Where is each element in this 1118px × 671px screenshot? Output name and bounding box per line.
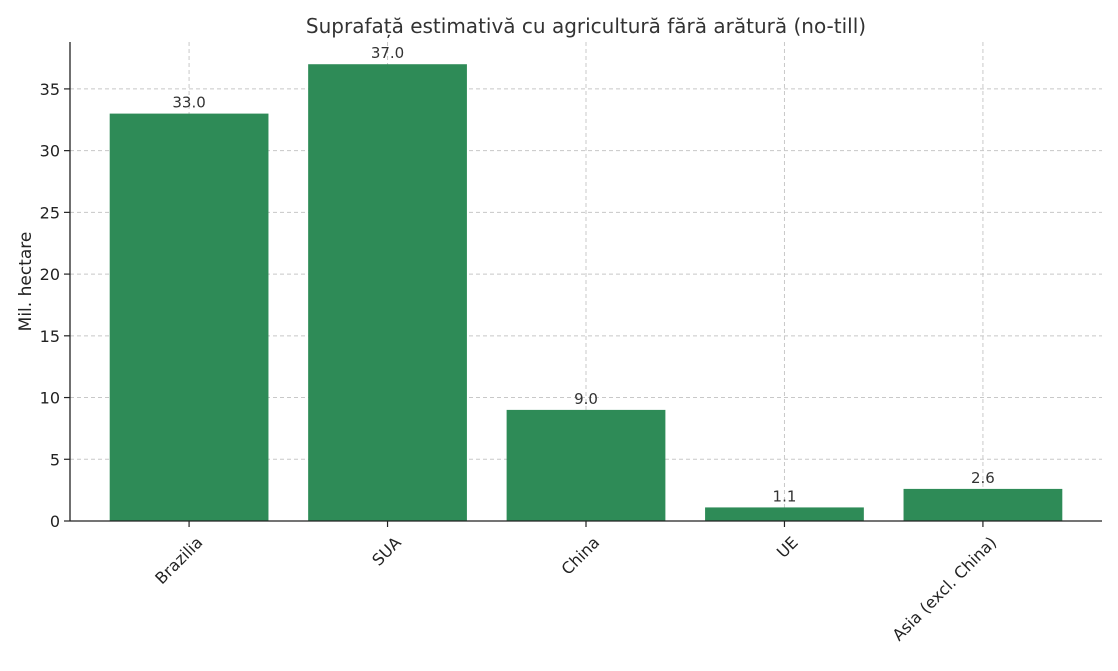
bar — [506, 409, 666, 521]
bar — [308, 64, 467, 521]
bar — [705, 507, 864, 521]
x-tick-label: Brazilia — [151, 533, 206, 588]
y-tick-label: 20 — [40, 265, 60, 284]
x-tick-label: Asia (excl. China) — [889, 533, 1001, 645]
bars — [109, 64, 1063, 522]
bar-value-label: 1.1 — [773, 487, 797, 505]
bar-value-labels: 33.0 37.0 9.0 1.1 2.6 — [172, 44, 994, 505]
y-tick-label: 10 — [40, 389, 60, 408]
y-tick-label: 35 — [40, 80, 60, 99]
x-tick-label: SUA — [368, 533, 405, 570]
bar-value-label: 2.6 — [971, 469, 995, 487]
y-tick-label: 30 — [40, 142, 60, 161]
y-tick-label: 5 — [50, 450, 60, 469]
y-tick-label: 25 — [40, 203, 60, 222]
bar — [903, 488, 1063, 521]
chart-title: Suprafață estimativă cu agricultură fără… — [306, 14, 866, 38]
y-tick-label: 15 — [40, 327, 60, 346]
x-ticks: Brazilia SUA China UE Asia (excl. China) — [151, 521, 1000, 645]
y-axis-label: Mil. hectare — [16, 232, 36, 332]
bar-value-label: 9.0 — [574, 390, 598, 408]
bar — [109, 113, 269, 522]
x-tick-label: UE — [773, 533, 802, 562]
y-tick-label: 0 — [50, 512, 60, 531]
y-ticks: 0 5 10 15 20 25 30 35 — [40, 80, 70, 531]
x-tick-label: China — [558, 533, 604, 579]
bar-value-label: 33.0 — [172, 94, 205, 112]
bar-value-label: 37.0 — [371, 44, 404, 62]
